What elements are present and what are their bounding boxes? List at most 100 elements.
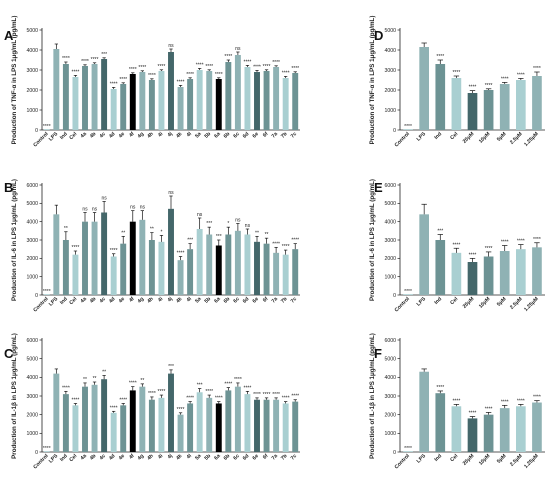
- bar: [435, 240, 446, 295]
- x-tick-label: 7a: [271, 453, 279, 461]
- bar: [158, 397, 165, 452]
- significance-label: ****: [62, 56, 70, 62]
- x-tick-label: Control: [394, 131, 412, 149]
- y-tick-label: 2000: [26, 256, 38, 262]
- bar: [168, 208, 174, 295]
- significance-label: **: [64, 226, 68, 232]
- bar: [53, 49, 60, 130]
- bar: [419, 47, 429, 130]
- x-tick-label: 4e: [118, 296, 126, 304]
- bar: [282, 78, 289, 130]
- significance-label: ns: [130, 205, 136, 211]
- x-tick-label: 7c: [290, 453, 298, 461]
- x-tick-label: 4c: [99, 296, 107, 304]
- x-tick-label: 6f: [262, 453, 270, 461]
- y-tick-label: 0: [393, 128, 396, 134]
- significance-label: ns: [168, 43, 174, 49]
- bar: [225, 62, 232, 130]
- significance-label: ****: [469, 411, 477, 417]
- panel-letter-b: B: [4, 180, 13, 195]
- x-tick-label: 4i: [157, 296, 165, 304]
- x-tick-label: 10μM: [478, 296, 492, 310]
- bar: [292, 73, 299, 130]
- bar: [148, 399, 155, 452]
- x-tick-label: 7a: [271, 296, 279, 304]
- bar: [91, 384, 98, 452]
- x-tick-label: Cel: [68, 131, 78, 141]
- y-tick-label: 1000: [384, 431, 396, 437]
- x-tick-label: LPS: [48, 453, 60, 465]
- x-tick-label: 4e: [118, 131, 126, 139]
- x-tick-label: Cel: [449, 131, 459, 141]
- bar: [62, 240, 69, 295]
- bar: [516, 249, 526, 295]
- significance-label: ****: [469, 252, 477, 258]
- significance-label: **: [93, 376, 97, 382]
- x-tick-label: LPS: [416, 296, 428, 308]
- y-axis-label: Production of IL-6 in LPS 1μg/mL (pg/mL): [11, 179, 18, 301]
- y-tick-label: 1000: [384, 108, 396, 114]
- bar: [532, 402, 542, 452]
- x-tick-label: 5μM: [496, 453, 508, 465]
- bar: [215, 79, 222, 130]
- significance-label: ****: [110, 405, 118, 411]
- y-tick-label: 2000: [384, 88, 396, 94]
- x-tick-label: 6e: [252, 453, 260, 461]
- x-tick-label: 4j: [167, 453, 175, 461]
- panel-letter-e: E: [374, 180, 383, 195]
- bar: [403, 294, 413, 295]
- x-tick-label: Ind: [59, 296, 69, 306]
- bar: [532, 247, 542, 295]
- bar: [72, 254, 79, 295]
- x-tick-label: 10μM: [478, 131, 492, 145]
- bar: [499, 408, 510, 452]
- bar: [263, 71, 270, 130]
- bar: [451, 406, 462, 452]
- x-tick-label: 5b: [204, 131, 213, 140]
- x-tick-label: 6d: [242, 296, 251, 305]
- x-tick-label: 4b: [89, 296, 98, 305]
- y-tick-label: 3000: [384, 394, 396, 400]
- significance-label: ****: [263, 392, 271, 398]
- y-axis-label: Production of TNF-α in LPS 1μg/mL (pg/mL…: [369, 16, 376, 145]
- x-tick-label: 4h: [146, 131, 155, 140]
- x-tick-label: 5a: [194, 453, 202, 461]
- bar: [53, 214, 60, 295]
- x-tick-label: Ind: [433, 296, 443, 306]
- bar: [499, 251, 510, 295]
- significance-label: ns: [235, 46, 241, 52]
- significance-label: ****: [436, 54, 444, 60]
- x-tick-label: 20μM: [462, 131, 476, 145]
- bar: [101, 59, 108, 130]
- x-tick-label: 1.25μM: [523, 131, 540, 148]
- x-tick-label: LPS: [48, 296, 60, 308]
- significance-label: ****: [110, 81, 118, 87]
- y-tick-label: 6000: [26, 183, 38, 189]
- y-tick-label: 4000: [26, 48, 38, 54]
- x-tick-label: Ind: [433, 131, 443, 141]
- x-tick-label: 4f: [128, 296, 136, 304]
- significance-label: ****: [177, 79, 185, 85]
- significance-label: ****: [72, 69, 80, 75]
- bar: [516, 406, 526, 452]
- y-tick-label: 2000: [26, 412, 38, 418]
- x-tick-label: 6a: [213, 131, 221, 139]
- significance-label: ****: [148, 391, 156, 397]
- bar: [467, 93, 478, 130]
- x-tick-label: 4f: [128, 453, 136, 461]
- bar: [168, 373, 174, 452]
- bar: [483, 90, 494, 130]
- significance-label: ****: [517, 398, 525, 404]
- bar: [435, 393, 446, 452]
- significance-label: ****: [72, 397, 80, 403]
- x-tick-label: Cel: [68, 296, 78, 306]
- x-tick-label: 1.25μM: [523, 453, 540, 470]
- bar: [120, 84, 127, 130]
- x-tick-label: 4k: [175, 453, 183, 461]
- y-axis-label: Production of TNF-α in LPS 1μg/mL (pg/mL…: [11, 16, 18, 145]
- significance-label: ****: [291, 66, 299, 72]
- bar: [451, 252, 462, 295]
- significance-label: ****: [43, 446, 51, 452]
- x-tick-label: 10μM: [478, 453, 492, 467]
